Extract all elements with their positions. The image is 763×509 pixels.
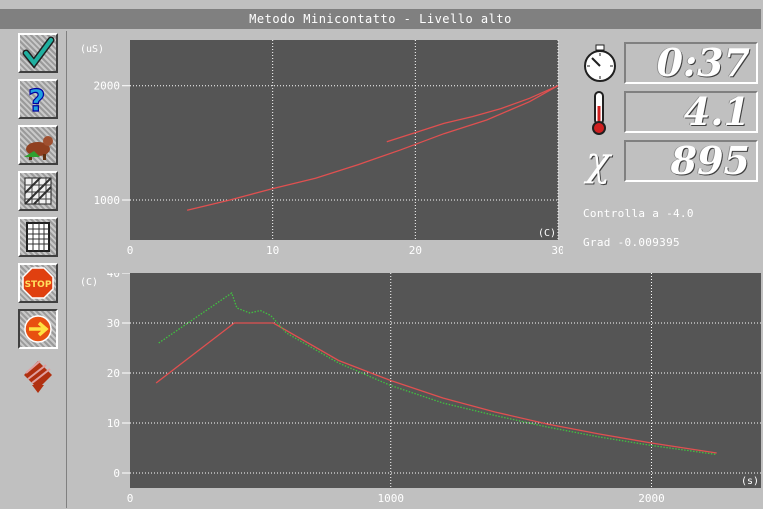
plot-area: [130, 273, 761, 488]
y-axis-label: (C): [80, 277, 98, 288]
next-button[interactable]: [18, 309, 58, 349]
next-arrow-icon: [24, 315, 52, 343]
cow-button[interactable]: [18, 125, 58, 165]
y-tick-label: 30: [107, 317, 120, 330]
toolbar: ?: [13, 31, 67, 508]
stopwatch-icon: [584, 44, 616, 82]
svg-text:STOP: STOP: [25, 280, 52, 290]
y-tick-label: 40: [107, 273, 120, 280]
x-tick-label: 20: [409, 244, 422, 257]
y-tick-label: 10: [107, 417, 120, 430]
y-tick-label: 20: [107, 367, 120, 380]
table-button[interactable]: [18, 217, 58, 257]
x-tick-label: 0: [127, 244, 134, 257]
title-bar: Metodo Minicontatto - Livello alto: [0, 9, 761, 29]
temperature-time-chart: 0 1000 2000 0 10 20 30 40 (C) (s): [80, 273, 761, 505]
x-tick-label: 0: [127, 492, 134, 505]
chi-readout: 895: [624, 140, 758, 182]
thermometer-icon: [592, 91, 606, 135]
hatched-grid-button[interactable]: [18, 171, 58, 211]
confirm-button[interactable]: [18, 33, 58, 73]
checkmark-icon: [22, 36, 55, 69]
series-line-red: [186, 85, 559, 211]
stop-button[interactable]: STOP: [18, 263, 58, 303]
hatched-grid-icon: [24, 177, 52, 205]
x-tick-label: 2000: [638, 492, 665, 505]
conductivity-temperature-chart: 0 10 20 30 1000 2000 (uS) (C): [80, 40, 563, 257]
chi-symbol: χ: [586, 139, 611, 185]
pattern-icon: [24, 360, 52, 393]
y-tick-label: 0: [113, 467, 120, 480]
control-info: Controlla a -4.0: [583, 207, 694, 220]
table-icon: [26, 222, 50, 252]
series-line-red: [155, 322, 717, 454]
pattern-button[interactable]: [18, 355, 58, 395]
series-line-red: [386, 85, 559, 143]
y-tick-label: 2000: [94, 80, 121, 93]
series-line-green: [158, 291, 717, 456]
gradient-info: Grad -0.009395: [583, 236, 680, 249]
help-icon: ?: [27, 83, 46, 117]
x-tick-label: 10: [266, 244, 279, 257]
stop-icon: STOP: [22, 267, 54, 299]
x-axis-label: (s): [741, 476, 759, 487]
y-axis-label: (uS): [80, 44, 104, 55]
x-tick-label: 30: [551, 244, 563, 257]
time-readout: 0:37: [624, 42, 758, 84]
x-axis-label: (C): [538, 228, 556, 239]
temperature-readout: 4.1: [624, 91, 758, 133]
plot-area: [130, 40, 558, 240]
y-tick-label: 1000: [94, 194, 121, 207]
svg-text:?: ?: [28, 84, 45, 117]
x-tick-label: 1000: [377, 492, 404, 505]
cow-icon: [24, 136, 53, 160]
help-button[interactable]: ?: [18, 79, 58, 119]
